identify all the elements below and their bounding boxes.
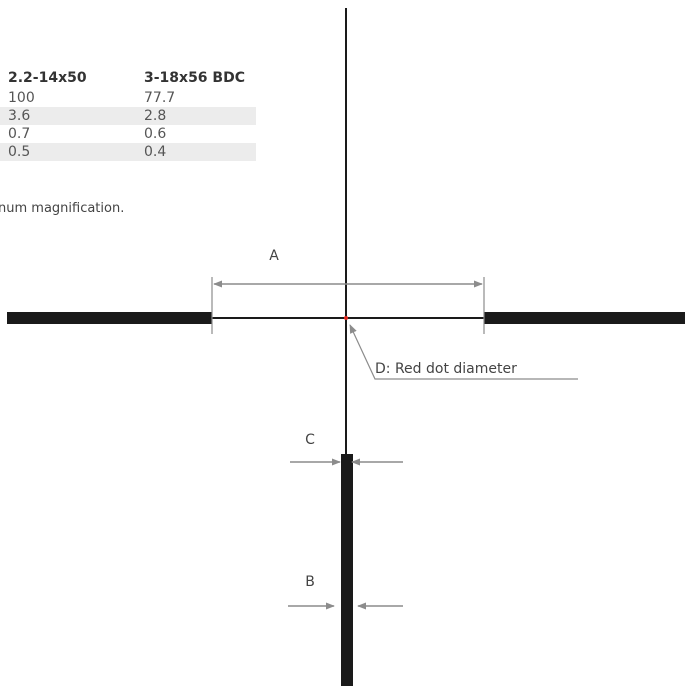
- table-row: 3.6 2.8: [0, 107, 256, 125]
- label-d-leader: [349, 324, 578, 380]
- table-cell: 0.6: [144, 126, 167, 142]
- table-cell: 77.7: [144, 90, 176, 106]
- table-row: 0.5 0.4: [0, 143, 256, 161]
- footnote: num magnification.: [0, 201, 125, 216]
- table-cell: 0.5: [0, 143, 136, 161]
- thick-right-post: [484, 312, 685, 324]
- thick-bottom-post: [341, 454, 353, 686]
- thick-left-post: [7, 312, 212, 324]
- table-cell: 3.6: [0, 107, 136, 125]
- table-row: 100 77.7: [0, 89, 256, 107]
- label-b: B: [305, 574, 315, 590]
- table-cell: 0.7: [8, 126, 31, 142]
- spec-table: 2 2.2-14x50 3-18x56 BDC 100 77.7 3.6 2.8…: [0, 66, 256, 161]
- label-a: A: [269, 248, 279, 264]
- table-cell: 0.4: [136, 143, 256, 161]
- red-dot: [344, 316, 348, 320]
- table-header-cell: 2.2-14x50: [8, 69, 87, 86]
- label-d: D: Red dot diameter: [375, 361, 517, 377]
- table-header-row: 2 2.2-14x50 3-18x56 BDC: [0, 66, 256, 89]
- label-c: C: [305, 432, 315, 448]
- table-row: 0.7 0.6: [0, 125, 256, 143]
- table-cell: 2.8: [136, 107, 256, 125]
- table-header-cell: 3-18x56 BDC: [144, 69, 245, 86]
- table-cell: 100: [8, 90, 35, 106]
